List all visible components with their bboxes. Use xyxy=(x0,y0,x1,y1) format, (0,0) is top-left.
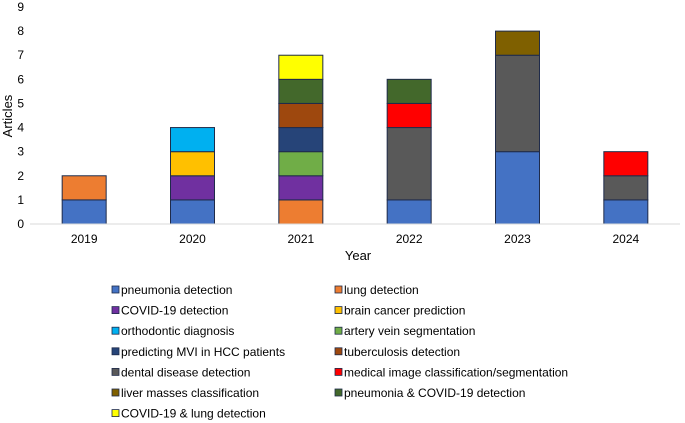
bar-segment-2022-pneumonia-covid-19-detection xyxy=(386,78,432,104)
bar-segment-2024-medical-image-classification-segmentation xyxy=(603,151,649,177)
bar-segment-2022-dental-disease-detection xyxy=(386,127,432,201)
bar-segment-2020-covid-19-detection xyxy=(170,175,215,201)
legend-swatch xyxy=(334,367,343,376)
y-tick-label: 5 xyxy=(17,96,24,110)
legend-label: brain cancer prediction xyxy=(344,304,465,318)
bar-segment-2021-artery-vein-segmentation xyxy=(278,151,324,177)
bar-segment-2023-pneumonia-detection xyxy=(495,151,540,225)
y-tick-label: 0 xyxy=(17,217,24,231)
y-tick-label: 6 xyxy=(17,72,24,86)
legend-label: pneumonia detection xyxy=(121,283,232,297)
y-tick-label: 8 xyxy=(17,24,24,38)
y-tick-label: 4 xyxy=(17,121,24,135)
y-tick-label: 9 xyxy=(17,0,24,14)
legend-swatch xyxy=(334,306,343,315)
x-axis-ticks: 2019 2020 2021 2022 2023 2024 xyxy=(71,232,640,246)
bar-segment-2020-pneumonia-detection xyxy=(170,199,215,225)
x-tick-label: 2022 xyxy=(396,232,423,246)
bar-segment-2019-lung-detection xyxy=(61,175,107,201)
bars-group xyxy=(61,30,649,225)
y-tick-label: 3 xyxy=(17,145,24,159)
bar-segment-2021-lung-detection xyxy=(278,199,324,225)
legend-swatch xyxy=(111,326,120,335)
bar-segment-2024-pneumonia-detection xyxy=(603,199,649,225)
legend-swatch xyxy=(111,409,120,418)
bar-segment-2021-covid-19-lung-detection xyxy=(278,54,324,80)
legend-label: predicting MVI in HCC patients xyxy=(121,345,285,359)
x-tick-label: 2024 xyxy=(612,232,639,246)
y-tick-label: 1 xyxy=(17,193,24,207)
legend-label: medical image classification/segmentatio… xyxy=(344,365,568,379)
legend-swatch xyxy=(111,347,120,356)
legend-label: pneumonia & COVID-19 detection xyxy=(344,386,525,400)
legend: pneumonia detection lung detection COVID-1… xyxy=(111,283,568,421)
bar-segment-2022-pneumonia-detection xyxy=(386,199,432,225)
y-tick-label: 2 xyxy=(17,169,24,183)
legend-label: COVID-19 & lung detection xyxy=(121,407,266,421)
legend-label: dental disease detection xyxy=(121,365,250,379)
bar-segment-2019-pneumonia-detection xyxy=(61,199,107,225)
bar-segment-2022-medical-image-classification-segmentation xyxy=(386,102,432,129)
bar-segment-2021-pneumonia-covid-19-detection xyxy=(278,78,324,104)
x-tick-label: 2019 xyxy=(71,232,98,246)
bar-segment-2024-dental-disease-detection xyxy=(603,175,649,201)
y-tick-label: 7 xyxy=(17,48,24,62)
bar-segment-2023-dental-disease-detection xyxy=(495,54,540,153)
x-tick-label: 2021 xyxy=(287,232,314,246)
y-axis-title: Articles xyxy=(0,94,15,137)
x-tick-label: 2023 xyxy=(504,232,531,246)
legend-label: lung detection xyxy=(344,283,419,297)
bar-segment-2020-brain-cancer-prediction xyxy=(170,151,215,177)
bar-segment-2020-orthodontic-diagnosis xyxy=(170,127,215,153)
bar-segment-2021-tuberculosis-detection xyxy=(278,102,324,129)
bar-segment-2023-liver-masses-classification xyxy=(495,30,540,56)
legend-swatch xyxy=(111,388,120,397)
legend-swatch xyxy=(111,306,120,315)
legend-label: liver masses classification xyxy=(121,386,259,400)
legend-label: orthodontic diagnosis xyxy=(121,324,234,338)
legend-swatch xyxy=(334,285,343,294)
legend-label: tuberculosis detection xyxy=(344,345,460,359)
bar-segment-2021-covid-19-detection xyxy=(278,175,324,201)
x-axis-title: Year xyxy=(345,248,372,263)
bar-segment-2021-predicting-mvi-in-hcc-patients xyxy=(278,127,324,153)
legend-swatch xyxy=(334,326,343,335)
legend-label: artery vein segmentation xyxy=(344,324,475,338)
legend-swatch xyxy=(334,388,343,397)
legend-label: COVID-19 detection xyxy=(121,304,228,318)
x-tick-label: 2020 xyxy=(179,232,206,246)
legend-swatch xyxy=(111,367,120,376)
y-axis-ticks: 0 1 2 3 4 5 6 7 8 9 xyxy=(17,0,24,231)
legend-swatch xyxy=(111,285,120,294)
legend-swatch xyxy=(334,347,343,356)
